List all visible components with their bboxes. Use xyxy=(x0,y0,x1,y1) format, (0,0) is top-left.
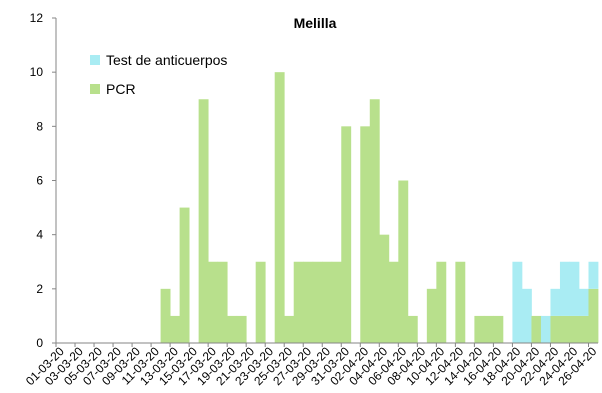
bar-pcr-07-04-20 xyxy=(407,315,418,343)
bar-pcr-14-03-20 xyxy=(179,207,190,343)
y-tick-label-4: 4 xyxy=(36,228,43,242)
bar-antibody-26-04-20 xyxy=(588,261,599,289)
bar-pcr-16-03-20 xyxy=(198,99,209,343)
bar-antibody-18-04-20 xyxy=(512,261,523,343)
bar-antibody-19-04-20 xyxy=(521,288,532,343)
bar-pcr-29-03-20 xyxy=(322,261,333,343)
y-tick-label-2: 2 xyxy=(36,282,43,296)
bar-antibody-22-04-20 xyxy=(550,288,561,316)
bar-pcr-25-04-20 xyxy=(578,315,589,343)
y-ticks-layer: 0 2 4 6 8 10 12 xyxy=(30,11,56,350)
bar-pcr-30-03-20 xyxy=(331,261,342,343)
bar-pcr-03-04-20 xyxy=(369,99,380,343)
bar-pcr-13-03-20 xyxy=(170,315,181,343)
bar-pcr-25-03-20 xyxy=(284,315,295,343)
bar-pcr-18-03-20 xyxy=(217,261,228,343)
bar-pcr-20-03-20 xyxy=(236,315,247,343)
bar-pcr-14-04-20 xyxy=(474,315,485,343)
bar-antibody-25-04-20 xyxy=(578,288,589,316)
bar-pcr-22-03-20 xyxy=(255,261,266,343)
bar-pcr-09-04-20 xyxy=(426,288,437,343)
y-tick-label-10: 10 xyxy=(30,65,44,79)
legend: Test de anticuerpos PCR xyxy=(90,52,227,97)
legend-label-antibody: Test de anticuerpos xyxy=(106,52,227,68)
bar-pcr-19-03-20 xyxy=(227,315,238,343)
y-tick-label-12: 12 xyxy=(30,11,44,25)
bar-pcr-16-04-20 xyxy=(493,315,504,343)
bar-pcr-26-04-20 xyxy=(588,288,599,343)
y-tick-label-6: 6 xyxy=(36,174,43,188)
bar-pcr-10-04-20 xyxy=(436,261,447,343)
bar-antibody-23-04-20 xyxy=(559,261,570,316)
bar-pcr-28-03-20 xyxy=(312,261,323,343)
bar-pcr-06-04-20 xyxy=(398,180,409,343)
bars-layer xyxy=(160,72,599,344)
bar-pcr-15-04-20 xyxy=(483,315,494,343)
bar-pcr-24-04-20 xyxy=(569,315,580,343)
bar-pcr-27-03-20 xyxy=(303,261,314,343)
legend-swatch-pcr xyxy=(90,84,100,94)
bar-pcr-22-04-20 xyxy=(550,315,561,343)
bar-pcr-12-03-20 xyxy=(160,288,171,343)
bar-antibody-21-04-20 xyxy=(540,315,551,343)
bar-pcr-20-04-20 xyxy=(531,315,542,343)
chart-title: Melilla xyxy=(294,15,337,31)
bar-pcr-24-03-20 xyxy=(274,72,285,344)
bar-pcr-23-04-20 xyxy=(559,315,570,343)
bar-pcr-04-04-20 xyxy=(379,234,390,343)
x-ticks-layer: 01-03-2003-03-2005-03-2007-03-2009-03-20… xyxy=(23,343,600,388)
bar-pcr-31-03-20 xyxy=(341,126,352,343)
bar-pcr-26-03-20 xyxy=(293,261,304,343)
bar-pcr-05-04-20 xyxy=(388,261,399,343)
legend-label-pcr: PCR xyxy=(106,81,136,97)
y-tick-label-0: 0 xyxy=(36,336,43,350)
legend-swatch-antibody xyxy=(90,55,100,65)
bar-antibody-24-04-20 xyxy=(569,261,580,316)
bar-pcr-17-03-20 xyxy=(208,261,219,343)
y-tick-label-8: 8 xyxy=(36,119,43,133)
bar-pcr-02-04-20 xyxy=(360,126,371,343)
bar-pcr-12-04-20 xyxy=(455,261,466,343)
